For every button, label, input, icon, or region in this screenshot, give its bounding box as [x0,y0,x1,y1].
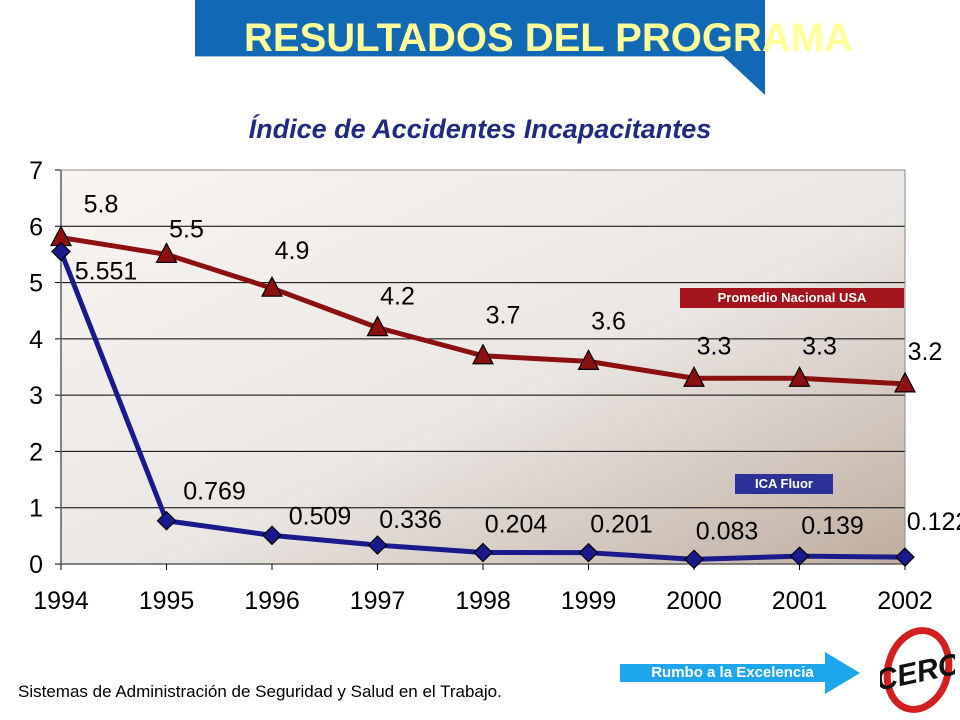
ica-point-marker [473,542,493,563]
usa-data-label: 5.5 [169,215,204,243]
page-title: RESULTADOS DEL PROGRAMA [244,16,853,60]
usa-data-label: 4.2 [380,283,415,311]
usa-data-label: 3.7 [486,302,521,330]
ica-point-marker [789,546,810,567]
brand-logo: ICA FLUOR [12,8,149,34]
usa-data-label: 3.3 [697,332,732,360]
usa-point-marker [472,343,494,365]
x-tick-label: 2002 [877,587,933,615]
x-tick-label: 1999 [561,587,617,615]
ica-point-marker [367,535,388,555]
legend-ica-fluor: ICA Fluor [735,474,833,494]
usa-data-label: 3.2 [908,338,943,366]
brand-name-part1: ICA [12,8,56,33]
ica-point-marker [895,547,915,567]
ica-data-label: 0.769 [183,478,246,506]
chart-title: Índice de Accidentes Incapacitantes [248,114,712,144]
ica-data-label: 0.083 [696,517,759,545]
usa-point-marker [261,275,283,297]
usa-data-label: 3.6 [591,307,626,335]
ica-point-marker [684,549,704,570]
x-tick-label: 1997 [350,587,406,615]
x-tick-label: 1998 [455,587,511,615]
ica-point-marker [578,542,599,563]
usa-point-marker [155,242,178,264]
usa-point-marker [577,349,600,370]
brand-name-part2: FLUOR [63,8,149,33]
ica-point-marker [262,525,282,546]
plot-background [61,170,905,564]
ica-point-marker [156,510,177,531]
usa-point-marker [894,371,916,393]
arrow-right-icon [620,652,860,694]
y-tick-label: 2 [29,438,43,466]
usa-point-marker [366,315,389,337]
y-tick-label: 4 [29,326,43,354]
x-tick-label: 2000 [666,587,722,615]
header-band [195,0,765,95]
ica-data-label: 0.122 [907,508,960,536]
usa-data-label: 4.9 [275,237,310,265]
legend-usa: Promedio Nacional USA [680,288,904,308]
usa-data-label: 3.3 [802,332,837,360]
zero-ring-logo-icon: CERO [880,627,955,713]
y-tick-label: 7 [29,157,43,185]
y-tick-label: 0 [29,551,43,579]
footer-note: Sistemas de Administración de Seguridad … [18,682,502,701]
x-tick-label: 1995 [139,587,195,615]
usa-data-label: 5.8 [84,191,119,219]
ica-data-label: 0.509 [289,502,352,530]
slogan-text: Rumbo a la Excelencia [651,664,814,681]
y-tick-label: 3 [29,382,43,410]
y-tick-label: 1 [29,495,43,523]
usa-point-marker [788,365,811,387]
ica-data-label: 0.336 [379,506,442,534]
y-tick-label: 5 [29,270,43,298]
ica-data-label: 0.139 [801,512,864,540]
ica-data-label: 5.551 [75,258,138,286]
usa-point-marker [683,365,705,387]
ica-point-marker [51,241,71,262]
ica-data-label: 0.204 [485,511,548,539]
ica-data-label: 0.201 [590,511,653,539]
x-tick-label: 1994 [33,587,89,615]
x-tick-label: 2001 [772,587,828,615]
y-tick-label: 6 [29,213,43,241]
x-tick-label: 1996 [244,587,300,615]
